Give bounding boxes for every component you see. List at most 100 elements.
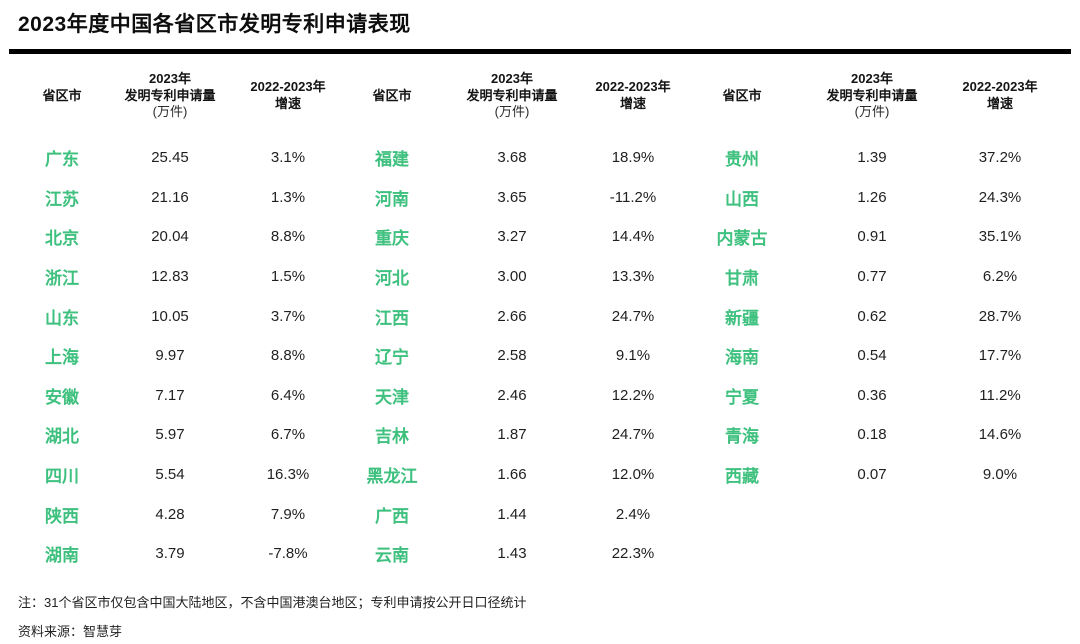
- applications-value: 0.36: [857, 386, 887, 404]
- applications-value: 2.66: [497, 307, 527, 325]
- applications-value: 21.16: [151, 188, 189, 206]
- applications-value: [798, 494, 946, 534]
- applications-value: 1.44: [497, 505, 527, 523]
- header-unit: (万件): [494, 104, 530, 120]
- applications-value: 0.07: [857, 466, 887, 484]
- province-name: 广西: [375, 506, 409, 526]
- province-name: 广东: [45, 150, 79, 170]
- column-header-province: 省区市: [42, 87, 82, 103]
- growth-value: 3.1%: [270, 149, 306, 167]
- growth-value: -11.2%: [609, 188, 657, 206]
- header-line: 发明专利申请量: [124, 87, 216, 103]
- growth-value: 6.2%: [982, 268, 1018, 286]
- applications-value: 1.26: [857, 188, 887, 206]
- growth-value: 14.6%: [978, 426, 1022, 444]
- province-name: 青海: [725, 427, 759, 447]
- applications-value: 10.05: [151, 307, 189, 325]
- growth-value: 28.7%: [978, 307, 1022, 325]
- footnotes: 注：31个省区市仅包含中国大陆地区，不含中国港澳台地区；专利申请按公开日口径统计…: [18, 588, 1080, 644]
- header-unit: (万件): [152, 104, 188, 120]
- growth-value: 8.8%: [270, 228, 306, 246]
- applications-value: 1.43: [497, 545, 527, 563]
- province-name: 河北: [375, 269, 409, 289]
- province-name: [686, 534, 798, 574]
- province-name: 湖南: [45, 546, 79, 566]
- column-header-applications: 2023年 发明专利申请量 (万件): [444, 54, 580, 138]
- growth-value: 24.7%: [611, 426, 655, 444]
- header-unit: (万件): [854, 104, 890, 120]
- growth-value: 1.5%: [270, 268, 306, 286]
- growth-value: 9.1%: [615, 347, 651, 365]
- province-name: 西藏: [725, 467, 759, 487]
- applications-value: 1.87: [497, 426, 527, 444]
- applications-value: 2.46: [497, 386, 527, 404]
- applications-value: 0.91: [857, 228, 887, 246]
- growth-value: [946, 534, 1054, 574]
- province-name: 上海: [45, 348, 79, 368]
- growth-value: 12.2%: [611, 386, 655, 404]
- growth-value: 7.9%: [270, 505, 306, 523]
- applications-value: 9.97: [155, 347, 185, 365]
- province-name: 山西: [725, 189, 759, 209]
- applications-value: 3.27: [497, 228, 527, 246]
- applications-value: 12.83: [151, 268, 189, 286]
- growth-value: 1.3%: [270, 188, 306, 206]
- province-name: 新疆: [725, 308, 759, 328]
- province-name: 吉林: [375, 427, 409, 447]
- province-name: 浙江: [45, 269, 79, 289]
- province-name: 陕西: [45, 506, 79, 526]
- column-header-growth: 2022-2023年 增速: [580, 54, 686, 138]
- top-divider: [9, 49, 1071, 54]
- growth-value: 16.3%: [266, 466, 310, 484]
- province-name: 江西: [375, 308, 409, 328]
- applications-value: 3.65: [497, 188, 527, 206]
- province-name: 宁夏: [725, 387, 759, 407]
- applications-value: 0.77: [857, 268, 887, 286]
- province-name: 天津: [375, 387, 409, 407]
- applications-value: 0.18: [857, 426, 887, 444]
- applications-value: 1.39: [857, 149, 887, 167]
- province-name: 甘肃: [725, 269, 759, 289]
- applications-value: 2.58: [497, 347, 527, 365]
- growth-value: 2.4%: [615, 505, 651, 523]
- header-line: 增速: [619, 96, 646, 111]
- header-line: 2023年: [149, 70, 191, 86]
- province-name: 四川: [45, 467, 79, 487]
- growth-value: 9.0%: [982, 466, 1018, 484]
- header-line: 2022-2023年: [962, 79, 1038, 95]
- applications-value: 0.54: [857, 347, 887, 365]
- column-header-growth: 2022-2023年 增速: [236, 54, 340, 138]
- province-name: 辽宁: [375, 348, 409, 368]
- header-line: 2023年: [851, 70, 893, 86]
- growth-value: 37.2%: [978, 149, 1022, 167]
- growth-value: 35.1%: [978, 228, 1022, 246]
- growth-value: 11.2%: [979, 386, 1021, 404]
- growth-value: 8.8%: [270, 347, 306, 365]
- column-header-growth: 2022-2023年 增速: [946, 54, 1054, 138]
- province-name: 河南: [375, 189, 409, 209]
- province-name: 海南: [725, 348, 759, 368]
- growth-value: 12.0%: [611, 466, 655, 484]
- header-line: 2023年: [491, 70, 533, 86]
- growth-value: 24.7%: [611, 307, 655, 325]
- applications-value: 20.04: [151, 228, 189, 246]
- growth-value: -7.8%: [268, 545, 308, 563]
- applications-value: 25.45: [151, 149, 189, 167]
- applications-value: 3.79: [155, 545, 185, 563]
- header-line: 发明专利申请量: [466, 87, 558, 103]
- growth-value: 22.3%: [611, 545, 655, 563]
- province-name: 山东: [45, 308, 79, 328]
- growth-value: 18.9%: [611, 149, 655, 167]
- column-header-province: 省区市: [372, 87, 412, 103]
- province-name: 福建: [375, 150, 409, 170]
- column-header-province: 省区市: [722, 87, 762, 103]
- applications-value: [798, 534, 946, 574]
- growth-value: 6.7%: [270, 426, 306, 444]
- province-name: 贵州: [725, 150, 759, 170]
- growth-value: 14.4%: [611, 228, 655, 246]
- header-line: 发明专利申请量: [826, 87, 918, 103]
- growth-value: 13.3%: [611, 268, 655, 286]
- applications-value: 3.00: [497, 268, 527, 286]
- province-name: 黑龙江: [366, 467, 418, 487]
- source-note: 资料来源：智慧芽: [18, 623, 123, 639]
